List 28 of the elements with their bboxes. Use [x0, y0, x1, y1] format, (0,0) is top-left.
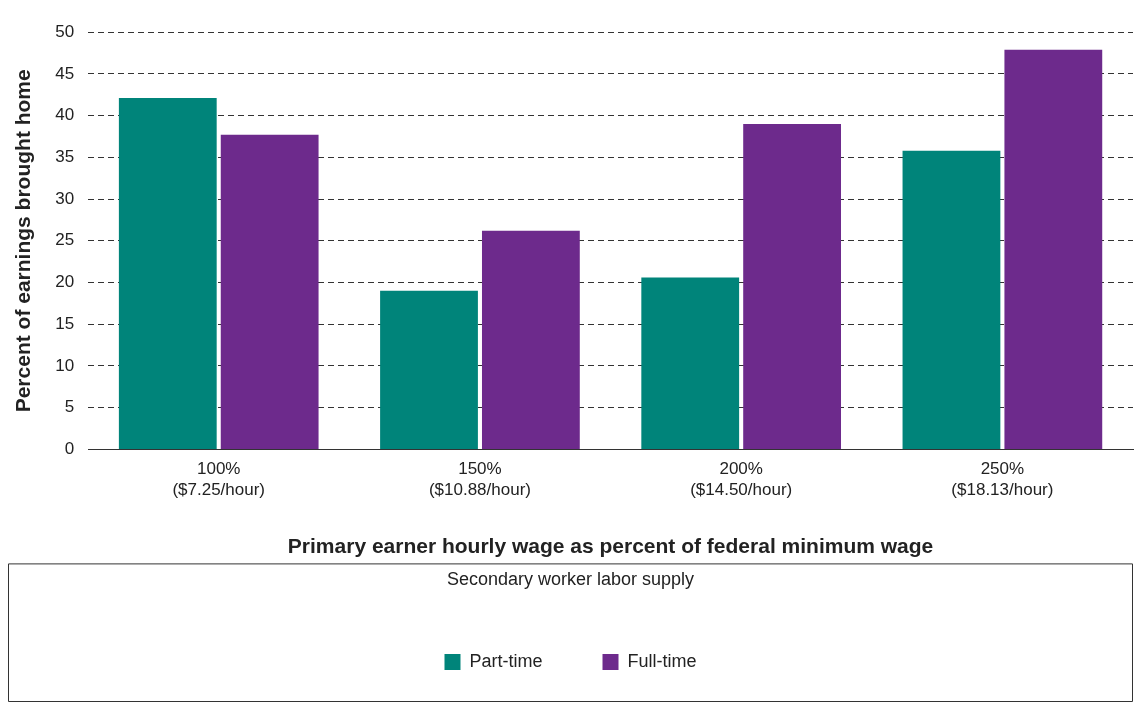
- y-tick-label: 20: [55, 272, 75, 292]
- y-tick-label: 25: [55, 230, 75, 250]
- x-axis-title: Primary earner hourly wage as percent of federal minimum wage: [287, 533, 934, 557]
- y-tick-label: 30: [55, 188, 75, 208]
- legend-label: Full-time: [627, 650, 697, 671]
- legend-label: Part-time: [469, 650, 543, 671]
- y-tick-label: 50: [55, 21, 75, 41]
- bar: [220, 134, 319, 449]
- x-tick-label: 200% ($14.50/hour): [690, 459, 793, 499]
- y-tick-label: 40: [55, 105, 75, 125]
- y-tick-label: 15: [55, 313, 75, 333]
- bar: [902, 150, 1001, 449]
- y-tick-label: 10: [55, 355, 75, 375]
- x-tick-label: 250% ($18.13/hour): [951, 459, 1054, 499]
- legend-title: Secondary worker labor supply: [446, 569, 695, 590]
- y-tick-label: 45: [55, 63, 75, 83]
- x-tick-label: 100% ($7.25/hour): [172, 459, 266, 499]
- y-tick-label: 0: [64, 439, 75, 459]
- bar: [641, 277, 740, 449]
- bar: [743, 123, 842, 449]
- bar: [1004, 49, 1103, 449]
- y-tick-label: 5: [64, 397, 75, 417]
- bar: [118, 98, 217, 449]
- x-tick-label: 150% ($10.88/hour): [428, 459, 531, 499]
- bar: [481, 230, 580, 449]
- y-axis-title: Percent of earnings brought home: [11, 69, 35, 413]
- bar: [380, 290, 478, 449]
- y-tick-label: 35: [55, 147, 75, 167]
